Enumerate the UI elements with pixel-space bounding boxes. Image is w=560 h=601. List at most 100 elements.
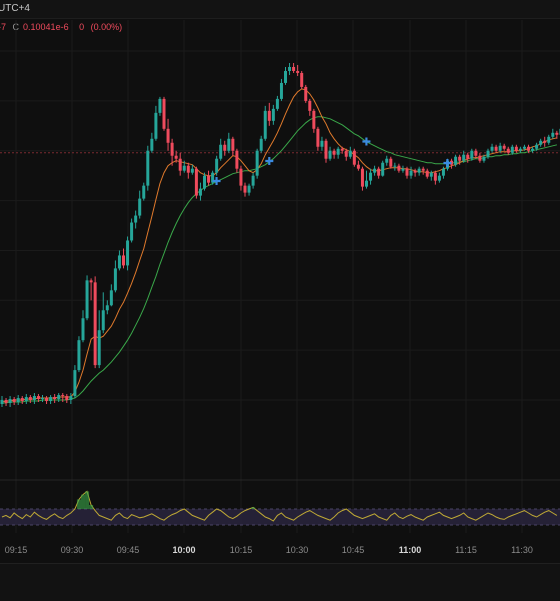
candle xyxy=(284,67,287,85)
candle xyxy=(195,167,198,199)
candle xyxy=(551,129,554,139)
candle xyxy=(393,163,396,171)
candle xyxy=(418,167,421,176)
candle xyxy=(248,184,251,196)
candle xyxy=(438,173,441,183)
candle xyxy=(349,147,352,159)
candle xyxy=(422,167,425,175)
candle xyxy=(13,397,16,405)
candle xyxy=(244,183,247,197)
candle xyxy=(45,396,48,404)
cross-markers-group: ✚ ✚ ✚ ✚ xyxy=(212,136,452,188)
candle xyxy=(377,167,380,179)
candle xyxy=(361,167,364,191)
footer-panel xyxy=(0,563,560,601)
candle xyxy=(146,146,149,191)
candle xyxy=(77,336,80,372)
overbought-fill xyxy=(81,495,85,509)
candle xyxy=(312,109,315,133)
overbought-fill xyxy=(85,491,89,509)
candle xyxy=(98,310,101,368)
candle xyxy=(268,103,271,126)
candle xyxy=(260,136,263,153)
fast-moving-average-line xyxy=(2,89,557,402)
candle xyxy=(495,145,498,153)
candle xyxy=(491,144,494,153)
time-tick-label: 10:30 xyxy=(286,545,309,555)
candle xyxy=(29,395,32,403)
candle xyxy=(9,396,12,407)
candle xyxy=(1,396,4,407)
candle xyxy=(114,260,117,292)
candle xyxy=(5,398,8,406)
candle xyxy=(320,137,323,151)
candle xyxy=(292,63,295,73)
candle xyxy=(41,395,44,402)
candle xyxy=(397,164,400,173)
candle xyxy=(357,161,360,171)
candle xyxy=(276,96,279,111)
candle xyxy=(65,394,68,403)
candle xyxy=(503,144,506,151)
time-tick-label: 11:00 xyxy=(399,545,422,555)
candle xyxy=(199,183,202,201)
candle xyxy=(207,171,210,186)
time-tick-label: 09:15 xyxy=(5,545,28,555)
time-tick-label: 10:45 xyxy=(342,545,365,555)
overbought-fill xyxy=(251,507,255,509)
candle xyxy=(316,127,319,151)
candle xyxy=(478,153,481,163)
candle xyxy=(17,395,20,405)
candle xyxy=(304,85,307,103)
overbought-fill xyxy=(77,499,81,509)
cross-marker-icon: ✚ xyxy=(265,156,274,168)
time-tick-label: 09:30 xyxy=(61,545,84,555)
candle xyxy=(280,79,283,101)
candle xyxy=(353,149,356,167)
candle xyxy=(33,393,36,404)
candle xyxy=(288,63,291,75)
time-tick-label: 11:15 xyxy=(455,545,477,555)
cross-marker-icon: ✚ xyxy=(443,158,452,170)
candle xyxy=(385,156,388,166)
candle xyxy=(53,394,56,403)
cross-marker-icon: ✚ xyxy=(362,136,371,148)
candle xyxy=(507,147,510,155)
candle xyxy=(235,149,238,173)
candle xyxy=(21,396,24,404)
candle xyxy=(308,99,311,116)
candle xyxy=(219,139,222,161)
candle xyxy=(82,310,85,342)
candle xyxy=(126,236,129,270)
candle xyxy=(239,166,242,191)
candle xyxy=(106,300,109,314)
candle xyxy=(118,250,121,270)
candle xyxy=(272,105,275,125)
candle xyxy=(426,169,429,179)
cross-marker-icon: ✚ xyxy=(212,176,221,188)
time-tick-label: 09:45 xyxy=(117,545,140,555)
candle xyxy=(25,394,28,404)
overbought-fill xyxy=(89,505,93,509)
candle xyxy=(389,157,392,169)
candle xyxy=(329,147,332,161)
candle xyxy=(373,166,376,176)
candle xyxy=(547,135,550,145)
candle xyxy=(130,219,133,243)
candle xyxy=(264,106,267,141)
candle xyxy=(519,147,522,153)
candle xyxy=(110,284,113,306)
oscillator-band xyxy=(0,509,560,525)
candle xyxy=(158,97,161,116)
time-tick-label: 11:30 xyxy=(511,545,533,555)
candle xyxy=(369,169,372,185)
candle xyxy=(252,173,255,189)
candle xyxy=(300,71,303,89)
candles-group xyxy=(1,63,560,407)
candle xyxy=(325,139,328,163)
candle xyxy=(86,275,89,320)
candle xyxy=(150,133,153,153)
